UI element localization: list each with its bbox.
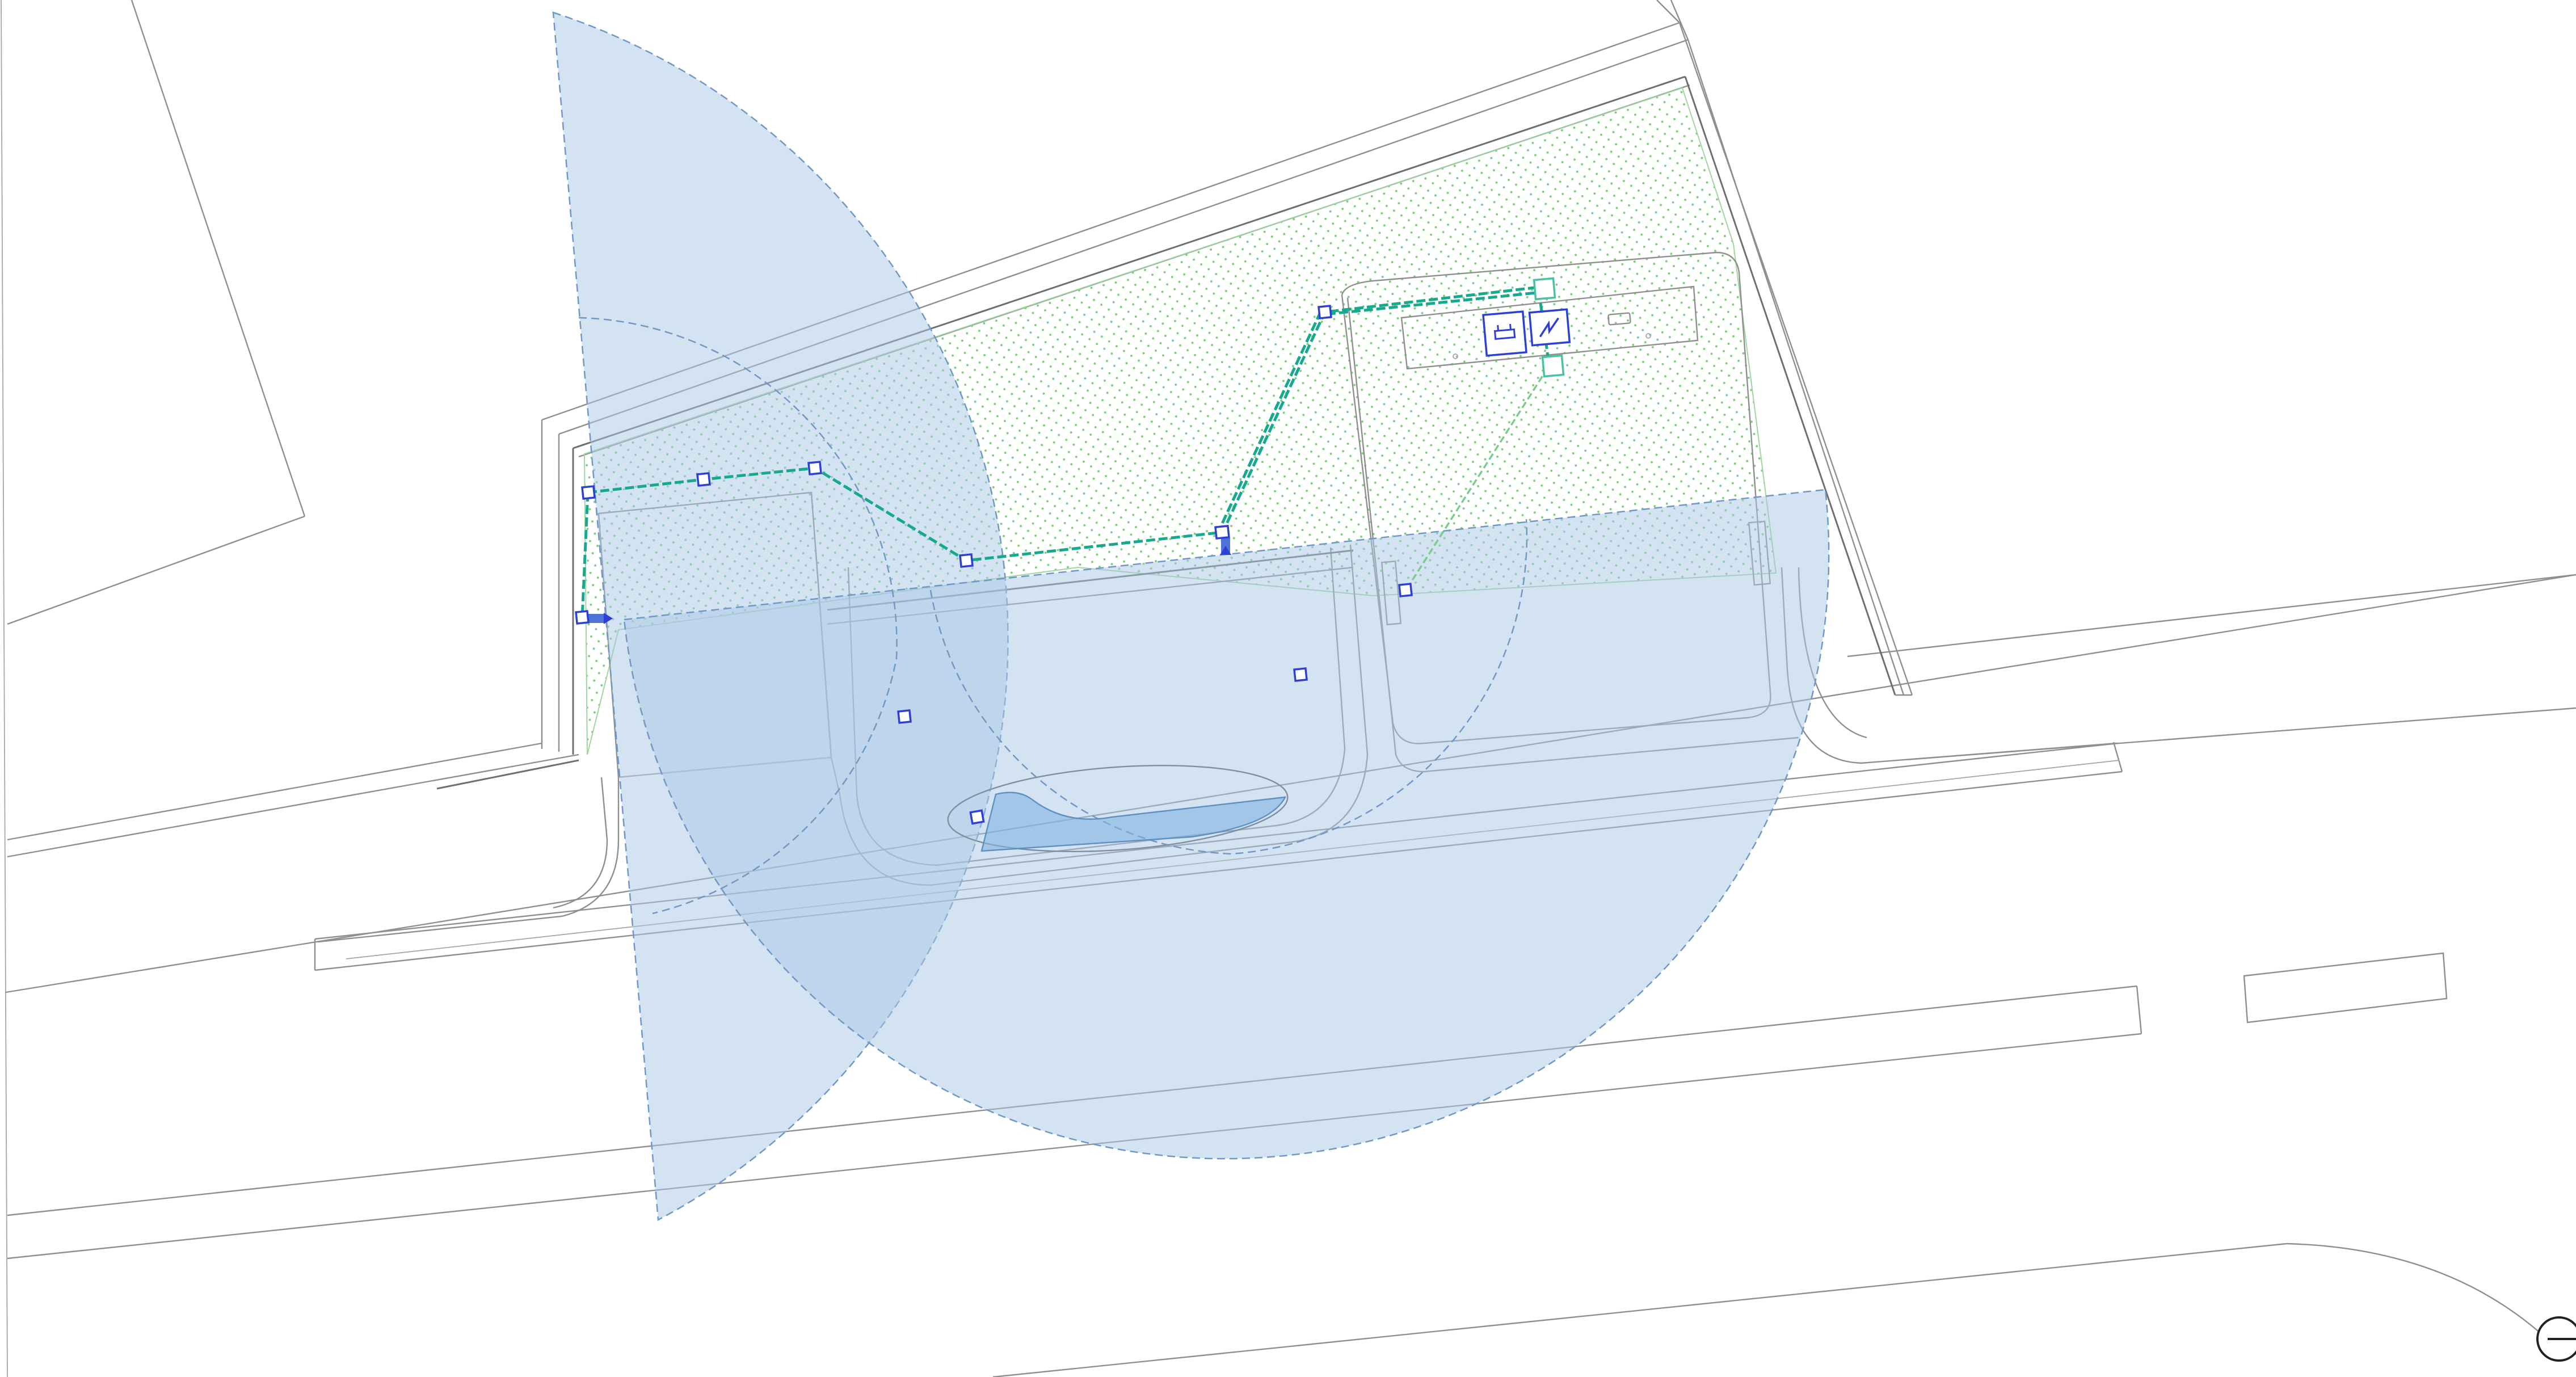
island-shaded-region — [980, 791, 1287, 852]
router-icon[interactable] — [1482, 310, 1527, 357]
devices — [575, 305, 1413, 825]
connector-arrow-up — [1220, 538, 1231, 555]
neighbour-parcel-linework — [7, 0, 579, 858]
device-node-4[interactable] — [959, 553, 974, 568]
circle-compass-icon[interactable] — [2536, 1316, 2576, 1362]
camera-3[interactable] — [1398, 583, 1413, 597]
camera-1[interactable] — [897, 709, 912, 724]
device-node-6[interactable] — [1318, 305, 1332, 319]
drawing-border-left — [1, 0, 8, 1377]
camera-4[interactable] — [969, 809, 985, 825]
device-node-1[interactable] — [581, 485, 596, 500]
junction-box-top[interactable] — [1533, 277, 1556, 301]
range-ring-2 — [929, 519, 1528, 855]
power-icon[interactable] — [1528, 308, 1571, 347]
device-node-2[interactable] — [696, 472, 711, 487]
junction-box-bottom[interactable] — [1541, 354, 1565, 378]
device-node-7[interactable] — [575, 610, 590, 625]
camera-2[interactable] — [1293, 667, 1308, 682]
device-node-5[interactable] — [1214, 524, 1230, 540]
range-ring-1 — [578, 317, 898, 915]
device-node-3[interactable] — [807, 461, 822, 475]
cabinet-handle — [1607, 312, 1631, 326]
connector-arrow-left — [584, 613, 613, 624]
traffic-island — [947, 765, 1289, 852]
